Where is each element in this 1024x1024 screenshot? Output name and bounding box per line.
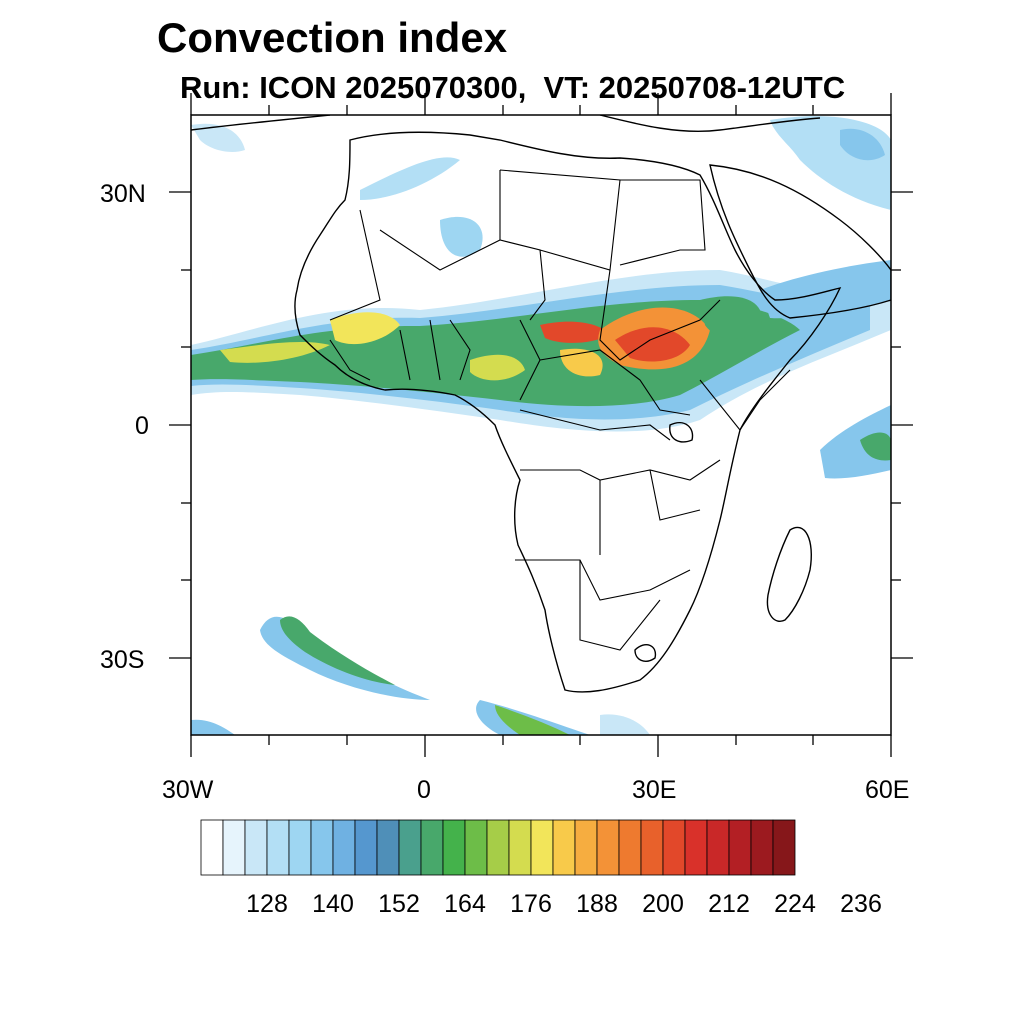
colorbar-swatch [728, 819, 752, 876]
colorbar-tick-label: 188 [576, 890, 618, 918]
colorbar-tick-label: 224 [774, 890, 816, 918]
lat-label-eq: 0 [135, 412, 149, 440]
colorbar-swatch [508, 819, 532, 876]
colorbar-swatch [530, 819, 554, 876]
colorbar-swatch [750, 819, 774, 876]
colorbar-swatch [332, 819, 356, 876]
colorbar-tick-label: 128 [246, 890, 288, 918]
colorbar-swatch [574, 819, 598, 876]
colorbar-swatch [618, 819, 642, 876]
colorbar-tick-label: 176 [510, 890, 552, 918]
colorbar-swatch [310, 819, 334, 876]
colorbar-swatch [200, 819, 224, 876]
colorbar-swatch [420, 819, 444, 876]
colorbar-tick-label: 164 [444, 890, 486, 918]
country-borders [329, 169, 791, 651]
lon-label-0: 0 [417, 776, 431, 804]
colorbar-swatch [266, 819, 290, 876]
colorbar-swatch [552, 819, 576, 876]
colorbar-swatch [640, 819, 664, 876]
colorbar-swatch [288, 819, 312, 876]
colorbar-swatch [464, 819, 488, 876]
colorbar-swatch [706, 819, 730, 876]
map-subtitle: Run: ICON 2025070300, VT: 20250708-12UTC [180, 70, 846, 105]
coastlines [191, 115, 891, 693]
colorbar [200, 819, 796, 876]
colorbar-swatch [354, 819, 378, 876]
lat-label-30s: 30S [100, 646, 145, 674]
convection-field [191, 116, 891, 735]
colorbar-tick-label: 212 [708, 890, 750, 918]
colorbar-tick-label: 200 [642, 890, 684, 918]
lon-label-60e: 60E [865, 776, 910, 804]
map-title: Convection index [157, 14, 508, 61]
axis-ticks [169, 93, 913, 757]
colorbar-swatch [442, 819, 466, 876]
lon-label-30e: 30E [632, 776, 677, 804]
colorbar-swatch [222, 819, 246, 876]
colorbar-swatch [772, 819, 796, 876]
colorbar-tick-label: 236 [840, 890, 882, 918]
colorbar-labels: 128 140 152 164 176 188 200 212 224 236 [246, 890, 882, 918]
lat-label-30n: 30N [100, 180, 146, 208]
colorbar-tick-label: 152 [378, 890, 420, 918]
colorbar-swatch [244, 819, 268, 876]
colorbar-swatch [398, 819, 422, 876]
lon-label-30w: 30W [162, 776, 214, 804]
colorbar-swatch [486, 819, 510, 876]
colorbar-swatch [376, 819, 400, 876]
colorbar-swatch [662, 819, 686, 876]
colorbar-tick-label: 140 [312, 890, 354, 918]
colorbar-swatch [684, 819, 708, 876]
colorbar-swatch [596, 819, 620, 876]
